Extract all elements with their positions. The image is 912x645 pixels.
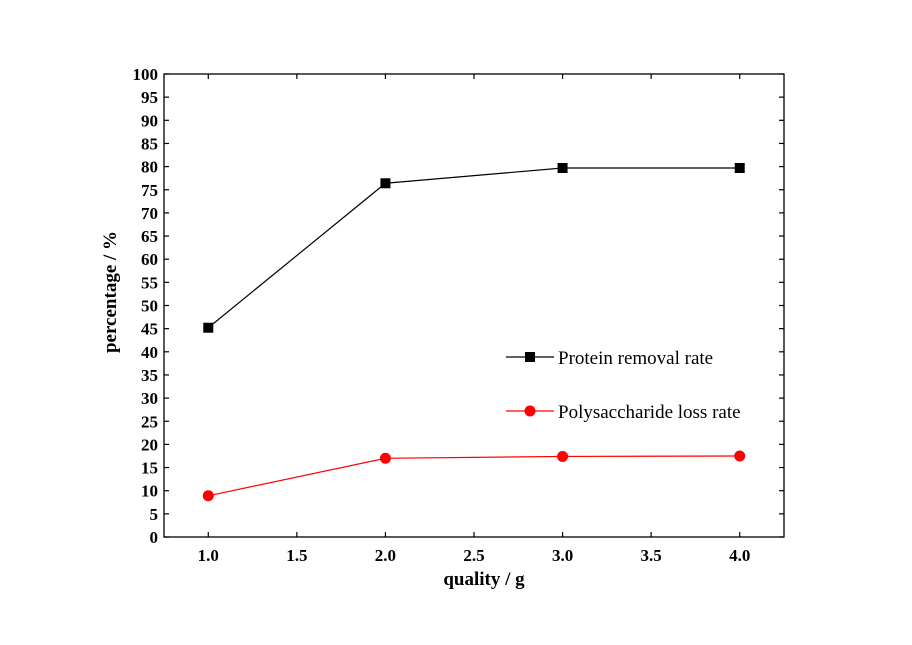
data-point-series-2 xyxy=(734,450,746,462)
data-point-series-2 xyxy=(379,452,391,464)
y-tick-label: 10 xyxy=(141,482,158,501)
y-tick-label: 45 xyxy=(141,320,158,339)
y-tick-label: 70 xyxy=(141,204,158,223)
y-tick-label: 95 xyxy=(141,88,158,107)
y-tick-label: 35 xyxy=(141,366,158,385)
plot-frame xyxy=(163,73,785,538)
y-tick-label: 20 xyxy=(141,435,158,454)
legend-marker-1 xyxy=(525,352,535,362)
y-tick-label: 0 xyxy=(150,528,159,547)
data-point-series-1 xyxy=(203,322,214,333)
y-axis-title: percentage / % xyxy=(100,231,121,353)
data-point-series-1 xyxy=(380,178,391,189)
x-tick-label: 2.0 xyxy=(375,546,396,565)
series-line-2 xyxy=(208,455,740,497)
x-tick-label: 4.0 xyxy=(729,546,750,565)
y-tick-label: 40 xyxy=(141,343,158,362)
y-tick-label: 15 xyxy=(141,459,158,478)
legend-marker-2 xyxy=(524,405,536,417)
x-tick-label: 2.5 xyxy=(463,546,484,565)
y-tick-label: 75 xyxy=(141,181,158,200)
data-point-series-1 xyxy=(557,162,568,173)
x-tick-label: 1.5 xyxy=(286,546,307,565)
data-point-series-2 xyxy=(202,490,214,502)
y-tick-label: 50 xyxy=(141,297,158,316)
data-point-series-2 xyxy=(557,450,569,462)
y-tick-label: 5 xyxy=(150,505,159,524)
x-tick-label: 1.0 xyxy=(198,546,219,565)
y-tick-label: 90 xyxy=(141,111,158,130)
x-axis-title: quality / g xyxy=(443,569,525,590)
y-tick-label: 80 xyxy=(141,158,158,177)
x-tick-label: 3.5 xyxy=(641,546,662,565)
x-tick-label: 3.0 xyxy=(552,546,573,565)
series-line-1 xyxy=(207,167,740,329)
y-tick-label: 100 xyxy=(133,65,159,84)
y-tick-label: 85 xyxy=(141,134,158,153)
data-point-series-1 xyxy=(734,162,745,173)
y-tick-label: 25 xyxy=(141,412,158,431)
y-tick-label: 30 xyxy=(141,389,158,408)
y-tick-label: 65 xyxy=(141,227,158,246)
legend-label-2: Polysaccharide loss rate xyxy=(558,402,741,423)
y-tick-label: 55 xyxy=(141,273,158,292)
y-tick-label: 60 xyxy=(141,250,158,269)
legend-label-1: Protein removal rate xyxy=(558,348,713,369)
